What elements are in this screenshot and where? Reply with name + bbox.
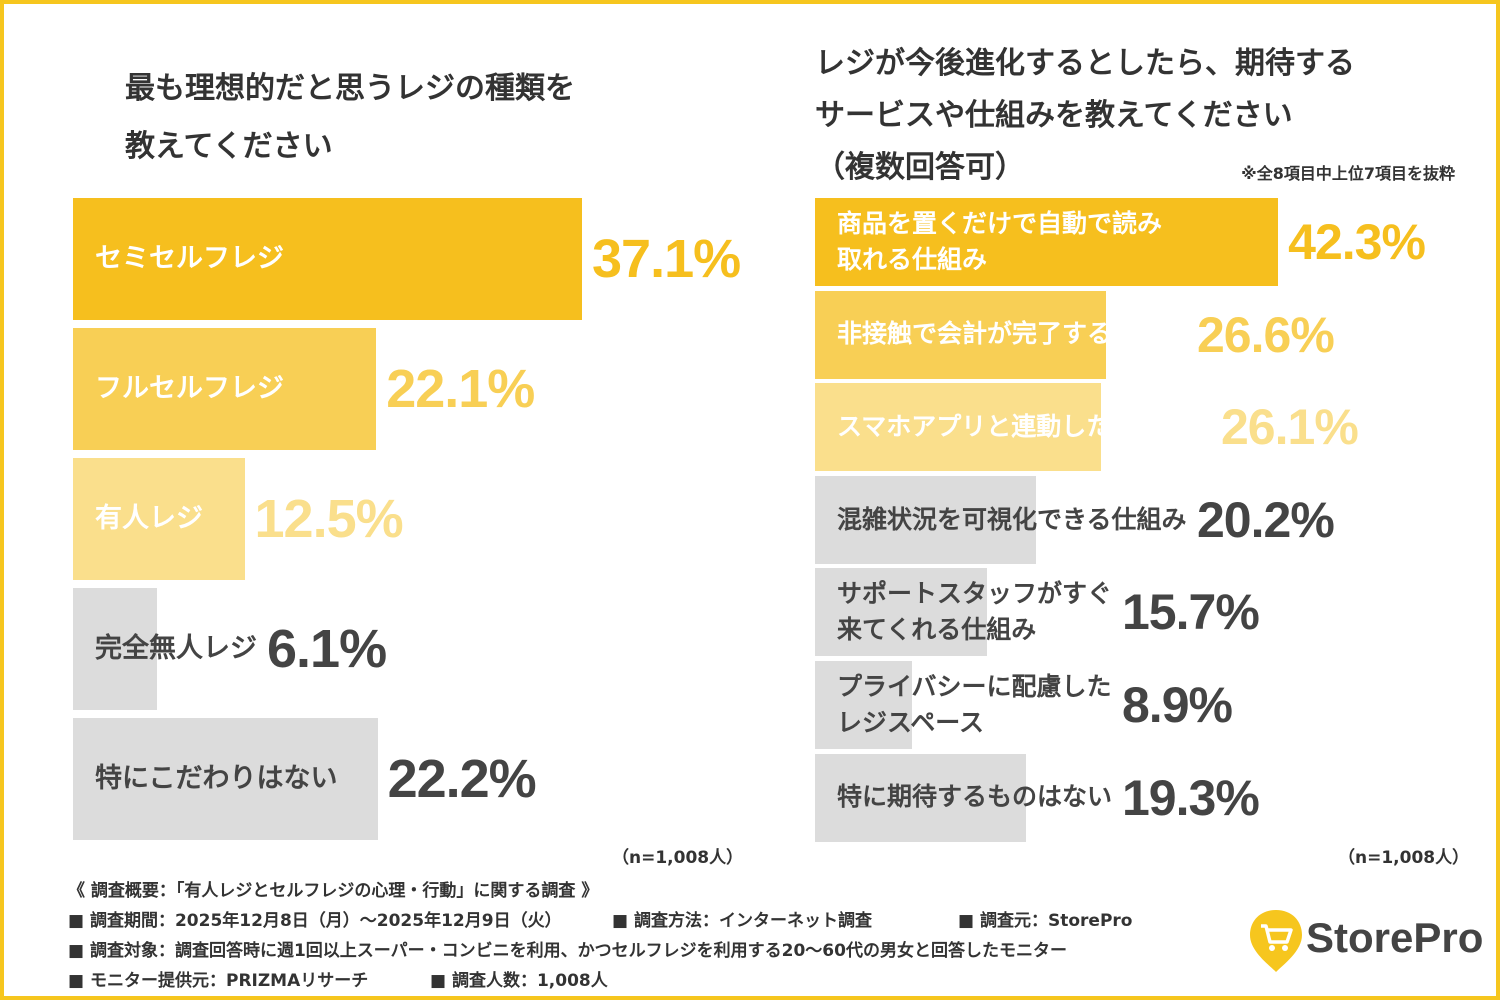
logo-icon (1250, 910, 1302, 972)
bar (73, 588, 157, 710)
footer-heading: 《 調査概要：「有人レジとセルフレジの心理・行動」に関する調査 》 (68, 881, 599, 901)
logo-text: StorePro (1306, 914, 1484, 961)
annotation: ※全8項目中上位7項目を抜粋 (1241, 164, 1455, 183)
bar (815, 661, 913, 749)
bar (73, 198, 582, 320)
category-label: 有人レジ (95, 503, 203, 535)
footer-item: ■ 調査対象：調査回答時に週1回以上スーパー・コンビニを利用、かつセルフレジを利… (68, 941, 1067, 961)
bar (815, 290, 1107, 379)
bar (73, 718, 378, 840)
sample-note: （n=1,008人） (1338, 848, 1470, 868)
footer-item: ■ 調査元：StorePro (958, 911, 1133, 931)
value-label: 22.1% (386, 359, 535, 419)
footer-item: ■ 調査方法：インターネット調査 (612, 911, 872, 931)
bar (73, 328, 377, 450)
category-label: プライバシーに配慮した レジスペース (837, 671, 1112, 737)
bar (815, 475, 1037, 564)
value-label: 12.5% (254, 489, 404, 549)
footer-item: ■ モニター提供元：PRIZMAリサーチ (68, 971, 369, 991)
value-label: 19.3% (1122, 769, 1260, 826)
category-label: サポートスタッフがすぐ 来てくれる仕組み (837, 579, 1113, 645)
bar (815, 198, 1279, 286)
chart-title: レジが今後進化するとしたら、期待する サービスや仕組みを教えてください （複数回… (815, 46, 1355, 185)
category-label: 非接触で会計が完了する仕組み (837, 319, 1188, 349)
value-label: 22.2% (387, 749, 537, 809)
value-label: 26.1% (1221, 399, 1359, 456)
footer-item: ■ 調査人数：1,008人 (430, 971, 608, 991)
value-label: 20.2% (1197, 491, 1335, 548)
value-label: 8.9% (1122, 677, 1233, 733)
category-label: 完全無人レジ (95, 633, 257, 665)
value-label: 15.7% (1122, 584, 1260, 641)
bar (815, 383, 1101, 472)
sample-note: （n=1,008人） (612, 848, 744, 868)
category-label: スマホアプリと連動した自動決済 (837, 412, 1212, 442)
chart-title: 最も理想的だと思うレジの種類を 教えてください (125, 71, 575, 164)
category-label: 混雑状況を可視化できる仕組み (837, 504, 1187, 534)
value-label: 37.1% (592, 229, 741, 289)
category-label: 特に期待するものはない (837, 782, 1113, 812)
bar (73, 458, 245, 580)
category-label: セミセルフレジ (95, 243, 284, 275)
category-label: 特にこだわりはない (95, 763, 338, 795)
value-label: 42.3% (1288, 214, 1426, 270)
bar (815, 753, 1027, 842)
footer-item: ■ 調査期間：2025年12月8日（月）～2025年12月9日（火） (68, 911, 562, 931)
value-label: 26.6% (1197, 306, 1335, 363)
value-label: 6.1% (267, 619, 387, 679)
bar (815, 568, 987, 657)
category-label: フルセルフレジ (95, 373, 284, 405)
category-label: 商品を置くだけで自動で読み 取れる仕組み (837, 208, 1163, 274)
